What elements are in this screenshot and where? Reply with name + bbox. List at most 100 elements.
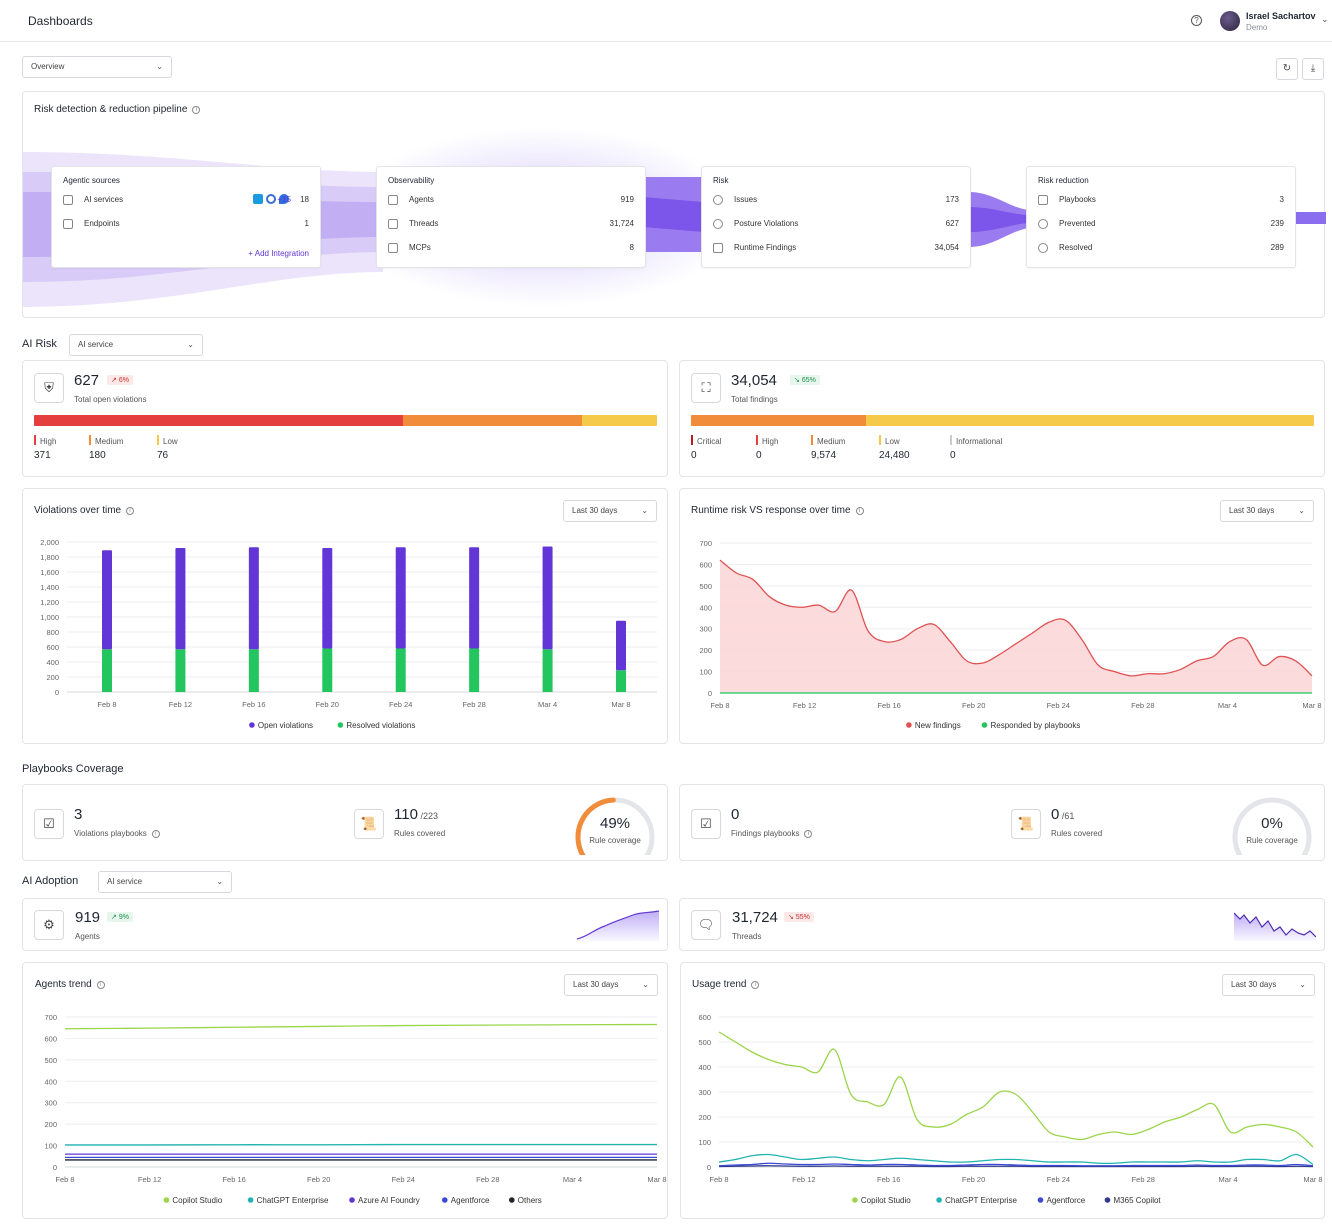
violations-label: Total open violations <box>74 395 147 404</box>
y-tick-label: 600 <box>44 1034 57 1043</box>
info-icon[interactable]: i <box>751 981 760 989</box>
y-tick-label: 400 <box>46 658 59 667</box>
legend-swatch <box>981 722 988 728</box>
legend-label: Copilot Studio <box>172 1196 222 1205</box>
info-icon[interactable]: i <box>96 981 105 989</box>
x-tick-label: Feb 12 <box>169 700 192 709</box>
y-tick-label: 1,200 <box>40 598 59 607</box>
x-tick-label: Mar 8 <box>1303 1175 1322 1184</box>
pipeline-title: Risk detection & reduction pipeline i <box>34 104 201 115</box>
legend-swatch <box>247 1197 254 1203</box>
issues-row[interactable]: Issues 173 <box>713 194 959 208</box>
bar-resolved <box>542 649 553 692</box>
info-icon[interactable]: i <box>151 830 160 838</box>
add-integration-link[interactable]: + Add Integration <box>248 249 309 258</box>
bar-open <box>616 620 626 671</box>
resolved-row[interactable]: Resolved 289 <box>1038 242 1284 256</box>
severity-level-informational: Informational 0 <box>950 435 1002 461</box>
x-tick-label: Mar 8 <box>647 1175 666 1184</box>
legend-swatch <box>906 722 912 728</box>
runtime-findings-row[interactable]: Runtime Findings 34,054 <box>713 242 959 256</box>
severity-value: 9,574 <box>811 450 837 461</box>
rules-covered-label: Rules covered <box>394 829 446 838</box>
legend-label: Copilot Studio <box>861 1196 911 1205</box>
prevented-row[interactable]: Prevented 239 <box>1038 218 1284 232</box>
findings-total: 34,054 <box>731 372 777 389</box>
risk-title: Risk <box>713 176 729 185</box>
shield-icon: ⛨ <box>34 373 64 403</box>
endpoints-row[interactable]: Endpoints 1 <box>63 218 309 232</box>
series-line <box>718 1165 1314 1168</box>
y-tick-label: 0 <box>53 1163 57 1172</box>
y-tick-label: 200 <box>44 1120 57 1129</box>
rule-coverage-label: Rule coverage <box>589 836 641 845</box>
x-tick-label: Mar 4 <box>538 700 557 709</box>
agentic-sources-box[interactable]: Agentic sources AI services +15 18 Endpo… <box>51 166 321 268</box>
legend-swatch <box>442 1197 448 1203</box>
info-icon[interactable]: i <box>855 507 864 515</box>
chevron-down-icon[interactable]: ⌄ <box>1321 14 1329 24</box>
playbooks-row[interactable]: Playbooks 3 <box>1038 194 1284 208</box>
range-select[interactable]: Last 30 days ⌄ <box>1220 500 1314 522</box>
severity-value: 24,480 <box>879 450 910 461</box>
rule-coverage-gauge <box>575 797 655 855</box>
severity-level-high: High 0 <box>756 435 778 461</box>
x-tick-label: Feb 28 <box>1131 701 1154 710</box>
threads-total: 31,724 <box>732 909 778 926</box>
download-button[interactable]: ⤓ <box>1302 58 1324 80</box>
severity-name: Low <box>163 437 178 446</box>
series-line <box>718 1153 1314 1166</box>
avatar[interactable] <box>1220 11 1240 31</box>
range-select[interactable]: Last 30 days ⌄ <box>564 974 658 996</box>
severity-value: 371 <box>34 450 51 461</box>
more-integrations-count[interactable]: +15 <box>277 195 291 204</box>
posture-violations-row[interactable]: Posture Violations 627 <box>713 218 959 232</box>
ai-risk-service-select[interactable]: AI service ⌄ <box>69 334 203 356</box>
threads-row[interactable]: Threads 31,724 <box>388 218 634 232</box>
view-select-value: Overview <box>31 62 65 71</box>
rule-coverage-label: Rule coverage <box>1246 836 1298 845</box>
rule-coverage-value: 49% <box>599 815 631 832</box>
x-tick-label: Feb 24 <box>1047 701 1070 710</box>
chevron-down-icon: ⌄ <box>156 62 163 71</box>
findings-playbooks-card: ☑ 0 Findings playbooks i 📜 0 /61 Rules co… <box>679 784 1325 861</box>
y-tick-label: 300 <box>698 1088 711 1097</box>
info-icon[interactable]: i <box>126 507 135 515</box>
chevron-down-icon: ⌄ <box>216 877 223 886</box>
observability-box[interactable]: Observability Agents 919 Threads 31,724 MC… <box>376 166 646 268</box>
x-tick-label: Mar 4 <box>1218 701 1237 710</box>
severity-value: 0 <box>950 450 956 461</box>
risk-reduction-box[interactable]: Risk reduction Playbooks 3 Prevented 239 R… <box>1026 166 1296 268</box>
agents-row[interactable]: Agents 919 <box>388 194 634 208</box>
y-tick-label: 0 <box>55 688 59 697</box>
y-tick-label: 200 <box>46 673 59 682</box>
ai-services-row[interactable]: AI services +15 18 <box>63 194 309 208</box>
mcps-row[interactable]: MCPs 8 <box>388 242 634 256</box>
y-tick-label: 0 <box>707 1163 711 1172</box>
view-select[interactable]: Overview ⌄ <box>22 56 172 78</box>
chevron-down-icon: ⌄ <box>1298 506 1305 515</box>
violations-summary-card: ⛨ 627 ↗ 6% Total open violations High 371… <box>22 360 668 477</box>
refresh-button[interactable]: ↻ <box>1276 58 1298 80</box>
range-select[interactable]: Last 30 days ⌄ <box>563 500 657 522</box>
severity-name: Medium <box>95 437 124 446</box>
runtime-risk-card: Runtime risk VS response over time i Last… <box>679 488 1325 744</box>
violations-over-time-card: Violations over time i Last 30 days ⌄ 0 200… <box>22 488 668 744</box>
rules-covered-value: 0 /61 <box>1051 806 1075 823</box>
severity-segment-medium <box>691 415 867 426</box>
playbook-icon: ☑ <box>691 809 721 839</box>
usage-line-chart: 0 100 200 300 400 500 600 Feb 8 Feb 12 Feb 16 Feb … <box>698 1013 1322 1205</box>
ai-adoption-service-select[interactable]: AI service ⌄ <box>98 871 232 893</box>
risk-box[interactable]: Risk Issues 173 Posture Violations 627 Run… <box>701 166 971 268</box>
user-name[interactable]: Israel Sachartov <box>1246 11 1316 21</box>
info-icon[interactable]: i <box>192 106 201 114</box>
bar-open <box>322 548 333 649</box>
user-role: Demo <box>1246 23 1268 32</box>
chart-title: Violations over time i <box>34 505 135 516</box>
info-icon[interactable]: i <box>804 830 813 838</box>
legend-swatch <box>852 1197 858 1203</box>
help-circle-icon[interactable]: ? <box>1191 15 1202 26</box>
threads-summary-card: 🗨 31,724 ↘ 55% Threads <box>679 898 1325 951</box>
ai-adoption-title: AI Adoption <box>22 875 79 887</box>
range-select[interactable]: Last 30 days ⌄ <box>1222 974 1315 996</box>
